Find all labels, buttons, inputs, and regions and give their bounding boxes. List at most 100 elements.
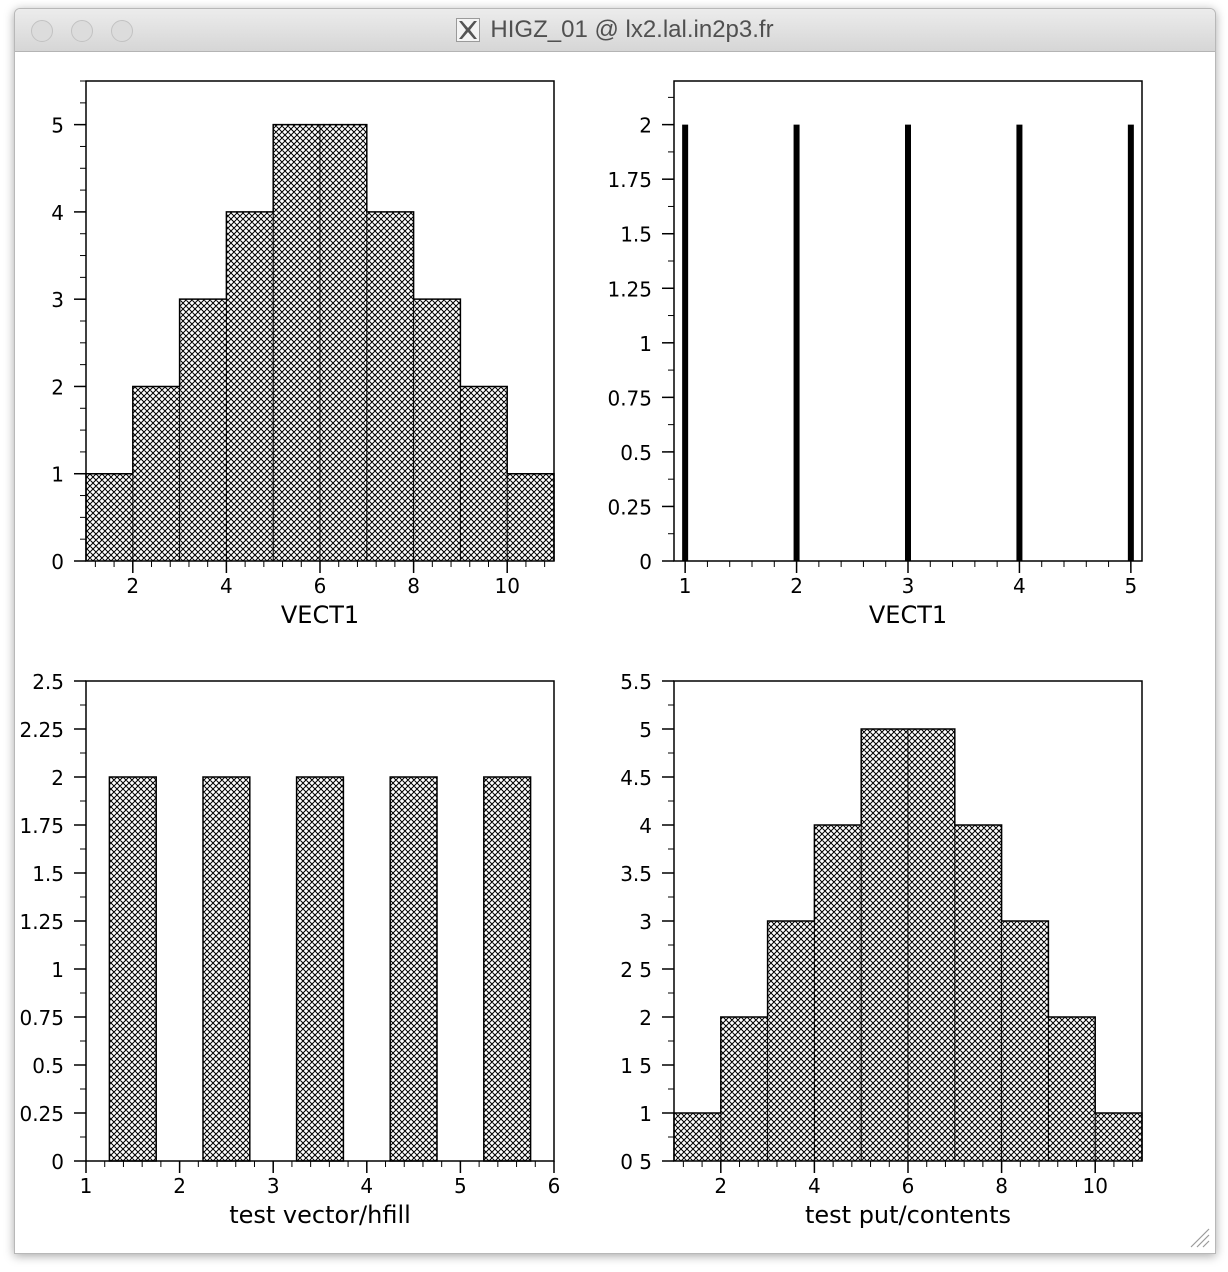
title-bar[interactable]: HIGZ_01 @ lx2.lal.in2p3.fr <box>15 9 1215 52</box>
x-axis-label: VECT1 <box>281 601 359 629</box>
y-tick-label: 5 <box>51 114 64 138</box>
y-tick-label: 3 <box>51 288 64 312</box>
x-tick-label: 6 <box>548 1174 561 1198</box>
y-tick-label: 1 5 <box>620 1054 652 1078</box>
x-tick-label: 10 <box>1082 1174 1107 1198</box>
window-title-group: HIGZ_01 @ lx2.lal.in2p3.fr <box>15 9 1215 51</box>
y-tick-label: 2 <box>639 1006 652 1030</box>
y-tick-label: 2 <box>51 375 64 399</box>
x-axis-label: VECT1 <box>869 601 947 629</box>
plot-panel-3: 0 0.25 0.5 0.75 1 1.25 1.5 1.75 2 2.25 2.5 1 2 3 4 5 6 te… <box>19 670 560 1229</box>
y-tick-label: 1.25 <box>607 277 652 301</box>
y-tick-label: 5 <box>639 718 652 742</box>
x-tick-label: 2 <box>126 574 139 598</box>
y-tick-label: 1.5 <box>620 223 652 247</box>
x-tick-label: 4 <box>808 1174 821 1198</box>
histogram-bin <box>132 386 180 561</box>
y-tick-label: 5.5 <box>620 670 652 694</box>
x-tick-label: 5 <box>1124 574 1137 598</box>
y-tick-label: 1 <box>51 958 64 982</box>
hatched-bar <box>483 776 532 1162</box>
y-tick-label: 3 <box>639 910 652 934</box>
y-tick-label: 0.25 <box>607 495 652 519</box>
histogram-bin <box>226 211 274 561</box>
y-tick-label: 0 <box>639 550 652 574</box>
hatched-bar <box>389 776 438 1162</box>
y-tick-label: 4.5 <box>620 766 652 790</box>
histogram-bin <box>366 211 414 561</box>
y-tick-label: 1.75 <box>19 814 64 838</box>
y-tick-label: 1.75 <box>607 168 652 192</box>
histogram-bin <box>507 473 554 561</box>
x-tick-label: 6 <box>902 1174 915 1198</box>
histogram-bin <box>1048 1017 1096 1161</box>
y-tick-label: 1.5 <box>32 862 64 886</box>
y-tick-label: 1 <box>639 332 652 356</box>
plot-panel-4: 0 5 1 1 5 2 2 5 3 3.5 4 4.5 5 5.5 2 4 6 8 10 test put/co… <box>620 670 1143 1229</box>
y-tick-label: 0.5 <box>620 441 652 465</box>
y-tick-label: 1 <box>51 463 64 487</box>
x-axis-label: test vector/hfill <box>229 1201 411 1229</box>
hatched-bar <box>202 776 251 1162</box>
zoom-button[interactable] <box>111 20 133 42</box>
x-tick-label: 1 <box>679 574 692 598</box>
x-tick-label: 8 <box>995 1174 1008 1198</box>
x-tick-label: 4 <box>220 574 233 598</box>
histogram-bin <box>460 386 508 561</box>
histogram-bin <box>814 825 862 1161</box>
plot-panel-1: 0 1 2 3 4 5 2 4 6 8 10 VECT1 <box>51 80 555 629</box>
x-tick-label: 4 <box>1013 574 1026 598</box>
x-tick-label: 5 <box>454 1174 467 1198</box>
y-tick-label: 4 <box>639 814 652 838</box>
hatched-bar <box>295 776 345 1162</box>
histogram-bin <box>720 1017 768 1161</box>
histogram-bin <box>908 729 955 1161</box>
histogram-bin <box>273 124 320 562</box>
y-tick-label: 1.25 <box>19 910 64 934</box>
y-tick-label: 0 <box>51 550 64 574</box>
histogram-bin <box>1095 1113 1142 1161</box>
histogram-bin <box>861 729 908 1161</box>
x-tick-label: 2 <box>714 1174 727 1198</box>
histogram-bin <box>320 124 367 562</box>
y-tick-label: 2 5 <box>620 958 652 982</box>
y-tick-label: 2 <box>51 766 64 790</box>
y-tick-label: 0 5 <box>620 1150 652 1174</box>
y-tick-label: 0.5 <box>32 1054 64 1078</box>
x-tick-label: 2 <box>173 1174 186 1198</box>
x-tick-label: 8 <box>407 574 420 598</box>
hatched-bar <box>108 776 157 1162</box>
y-tick-label: 2.25 <box>19 718 64 742</box>
plot-panel-2: 0 0.25 0.5 0.75 1 1.25 1.5 1.75 2 1 2 3 4 5 VECT1 <box>607 80 1143 629</box>
histogram-bin <box>674 1113 721 1161</box>
histogram-bin <box>1001 921 1049 1161</box>
higz-window: HIGZ_01 @ lx2.lal.in2p3.fr 0 1 2 3 4 5 2 4 6 8 10 V… <box>14 8 1216 1254</box>
histogram-bin <box>767 921 815 1161</box>
x-tick-label: 2 <box>790 574 803 598</box>
x-tick-label: 4 <box>360 1174 373 1198</box>
histogram-bin <box>954 825 1002 1161</box>
x-tick-label: 1 <box>80 1174 93 1198</box>
y-tick-label: 2.5 <box>32 670 64 694</box>
close-button[interactable] <box>31 20 53 42</box>
y-tick-label: 3.5 <box>620 862 652 886</box>
y-tick-label: 4 <box>51 201 64 225</box>
histogram-outline <box>85 123 555 561</box>
y-tick-label: 2 <box>639 114 652 138</box>
window-title: HIGZ_01 @ lx2.lal.in2p3.fr <box>490 16 774 43</box>
x-tick-label: 3 <box>267 1174 280 1198</box>
resize-grip-icon[interactable] <box>1185 1223 1211 1249</box>
y-tick-label: 0 <box>51 1150 64 1174</box>
x-axis-label: test put/contents <box>805 1201 1011 1229</box>
y-tick-label: 0.25 <box>19 1102 64 1126</box>
histogram-bin <box>413 299 461 561</box>
histogram-bin <box>86 473 133 561</box>
y-tick-label: 0.75 <box>19 1006 64 1030</box>
x-tick-label: 3 <box>902 574 915 598</box>
x11-app-icon <box>456 18 481 42</box>
x-tick-label: 6 <box>314 574 327 598</box>
minimize-button[interactable] <box>71 20 93 42</box>
x-tick-label: 10 <box>494 574 519 598</box>
histogram-bin <box>179 299 227 561</box>
